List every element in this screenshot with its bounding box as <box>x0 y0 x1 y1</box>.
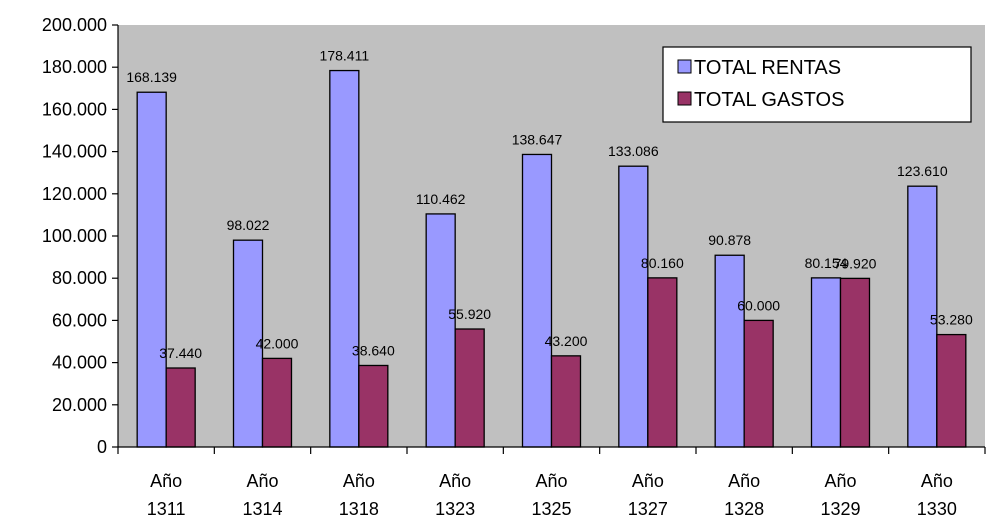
bar-rentas <box>618 165 649 448</box>
data-label: 55.920 <box>448 306 491 322</box>
x-tick-label: Año 1328 <box>724 471 764 519</box>
bar-rentas <box>232 239 264 448</box>
x-tick-label-line: 1314 <box>242 499 282 519</box>
x-tick-label-line: 1325 <box>531 499 571 519</box>
bar-gastos <box>936 333 967 448</box>
y-tick-label: 20.000 <box>52 395 107 415</box>
bar-rentas <box>329 69 360 448</box>
x-tick-label-line: Año <box>824 471 856 491</box>
y-axis: 0 20.000 40.000 60.000 80.000 100.000 120.000 1… <box>42 15 119 457</box>
y-tick-label: 140.000 <box>42 142 107 162</box>
x-tick-label-line: 1328 <box>724 499 764 519</box>
x-tick-label-line: Año <box>728 471 760 491</box>
x-tick-label: Año 1314 <box>242 471 282 519</box>
bar-rentas <box>136 91 167 448</box>
bar-gastos <box>165 367 196 448</box>
x-tick-label: Año 1311 <box>147 471 186 519</box>
x-tick-label: Año 1327 <box>628 471 668 519</box>
bar-rentas <box>714 254 745 448</box>
legend-label: TOTAL RENTAS <box>694 57 841 79</box>
x-tick-label-line: 1330 <box>917 499 957 519</box>
legend-swatch <box>677 59 692 74</box>
data-label: 98.022 <box>227 217 270 233</box>
data-labels: 168.139 37.440 98.022 42.000 178.411 38.640 11… <box>126 48 973 361</box>
bar-gastos <box>358 364 389 448</box>
legend-swatch <box>677 91 692 106</box>
data-label: 133.086 <box>608 143 659 159</box>
x-tick-label: Año 1325 <box>531 471 571 519</box>
data-label: 53.280 <box>930 312 973 328</box>
data-label: 123.610 <box>897 163 948 179</box>
bar-gastos <box>550 355 582 448</box>
x-tick-label-line: 1318 <box>339 499 379 519</box>
bar-rentas <box>810 277 842 448</box>
x-tick-label-line: Año <box>150 471 182 491</box>
data-label: 138.647 <box>512 131 563 147</box>
bar-rentas <box>907 185 938 448</box>
y-tick-label: 200.000 <box>42 15 107 35</box>
data-label: 42.000 <box>256 335 299 351</box>
bar-rentas <box>425 213 456 448</box>
y-tick-label: 120.000 <box>42 184 107 204</box>
bars <box>136 69 967 448</box>
y-tick-label: 180.000 <box>42 57 107 77</box>
x-tick-label-line: Año <box>343 471 375 491</box>
bar-gastos <box>839 277 871 448</box>
bar-gastos <box>261 357 293 448</box>
x-axis: Año 1311 Año 1314 Año 1318 Año 1323 Año 1325 Año 13… <box>117 446 986 519</box>
data-label: 168.139 <box>126 69 177 85</box>
data-label: 80.154 <box>805 255 848 271</box>
data-label: 37.440 <box>159 345 202 361</box>
x-tick-label-line: 1323 <box>435 499 475 519</box>
y-tick-label: 100.000 <box>42 226 107 246</box>
x-tick-label: Año 1329 <box>820 471 860 519</box>
bar-gastos <box>454 328 485 448</box>
data-label: 178.411 <box>320 48 370 64</box>
y-tick-label: 40.000 <box>52 353 107 373</box>
y-tick-label: 0 <box>97 437 107 457</box>
data-label: 38.640 <box>352 342 395 358</box>
data-label: 110.462 <box>416 191 466 207</box>
bar-gastos <box>743 319 774 448</box>
x-tick-label: Año 1330 <box>917 471 957 519</box>
x-tick-label: Año 1318 <box>339 471 379 519</box>
data-label: 80.160 <box>641 255 684 271</box>
x-tick-label-line: Año <box>535 471 567 491</box>
x-tick-label-line: Año <box>921 471 953 491</box>
x-tick-label-line: 1329 <box>820 499 860 519</box>
data-label: 79.920 <box>834 255 877 271</box>
data-label: 60.000 <box>737 297 780 313</box>
x-tick-label-line: Año <box>439 471 471 491</box>
bar-rentas <box>521 153 553 448</box>
x-tick-label-line: 1311 <box>147 499 186 519</box>
legend-box <box>662 46 972 123</box>
y-tick-label: 160.000 <box>42 99 107 119</box>
x-tick-label-line: Año <box>632 471 664 491</box>
y-tick-label: 60.000 <box>52 310 107 330</box>
x-tick-label-line: 1327 <box>628 499 668 519</box>
data-label: 90.878 <box>708 232 751 248</box>
legend: TOTAL RENTAS TOTAL GASTOS <box>662 46 972 123</box>
x-tick-label: Año 1323 <box>435 471 475 519</box>
data-label: 43.200 <box>545 333 588 349</box>
y-tick-label: 80.000 <box>52 268 107 288</box>
bar-gastos <box>647 277 678 448</box>
x-tick-label-line: Año <box>246 471 278 491</box>
legend-label: TOTAL GASTOS <box>694 89 844 111</box>
